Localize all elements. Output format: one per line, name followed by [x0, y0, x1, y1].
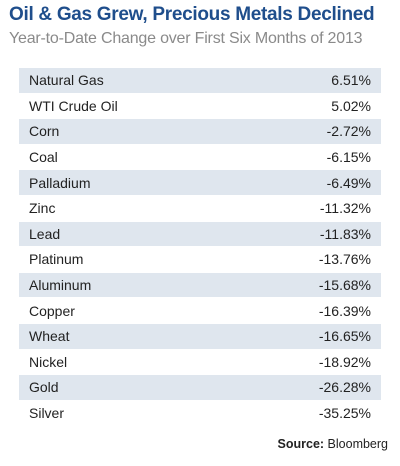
table-row: Platinum -13.76% — [19, 247, 381, 273]
row-value: -26.28% — [318, 379, 371, 396]
table-row: Aluminum -15.68% — [19, 272, 381, 299]
row-value: -6.15% — [326, 149, 371, 166]
row-label: Gold — [29, 379, 59, 396]
source-label: Source: — [277, 437, 325, 451]
row-value: -13.76% — [318, 251, 371, 268]
row-value: 5.02% — [331, 97, 371, 114]
row-value: -18.92% — [318, 353, 371, 370]
data-table: Natural Gas 6.51% WTI Crude Oil 5.02% Corn -2… — [19, 68, 381, 427]
table-row: Lead -11.83% — [19, 221, 381, 248]
row-value: -11.83% — [319, 225, 371, 242]
row-value: -16.39% — [318, 302, 371, 319]
table-row: Copper -16.39% — [19, 298, 381, 324]
table-row: Corn -2.72% — [19, 119, 381, 145]
row-label: WTI Crude Oil — [29, 97, 118, 114]
row-label: Coal — [29, 149, 58, 166]
table-row: Wheat -16.65% — [19, 323, 381, 350]
row-label: Zinc — [29, 200, 56, 217]
row-value: -2.72% — [326, 123, 371, 140]
table-row: Nickel -18.92% — [19, 349, 381, 376]
row-label: Palladium — [29, 174, 91, 191]
row-label: Aluminum — [29, 277, 92, 294]
table-row: WTI Crude Oil 5.02% — [19, 93, 381, 120]
row-value: -11.32% — [319, 200, 371, 217]
row-label: Corn — [29, 123, 60, 140]
chart-subtitle: Year-to-Date Change over First Six Month… — [9, 30, 363, 47]
row-label: Natural Gas — [29, 72, 104, 89]
table-row: Coal -6.15% — [19, 144, 381, 171]
row-label: Nickel — [29, 353, 68, 370]
source-note: Source: Bloomberg — [278, 437, 388, 451]
row-value: -16.65% — [318, 328, 371, 345]
row-label: Lead — [29, 225, 61, 242]
row-label: Wheat — [29, 328, 70, 345]
row-value: 6.51% — [331, 72, 371, 89]
row-value: -15.68% — [318, 277, 371, 294]
row-label: Platinum — [29, 251, 84, 268]
table-row: Silver -35.25% — [19, 400, 381, 427]
row-label: Copper — [29, 302, 75, 319]
row-label: Silver — [29, 405, 65, 422]
chart-title: Oil & Gas Grew, Precious Metals Declined — [9, 4, 375, 25]
row-value: -6.49% — [326, 174, 371, 191]
source-value: Bloomberg — [327, 437, 388, 451]
row-value: -35.25% — [318, 405, 371, 422]
table-row: Natural Gas 6.51% — [19, 68, 381, 94]
table-row: Palladium -6.49% — [19, 170, 381, 196]
table-row: Gold -26.28% — [19, 375, 381, 401]
table-row: Zinc -11.32% — [19, 195, 381, 222]
